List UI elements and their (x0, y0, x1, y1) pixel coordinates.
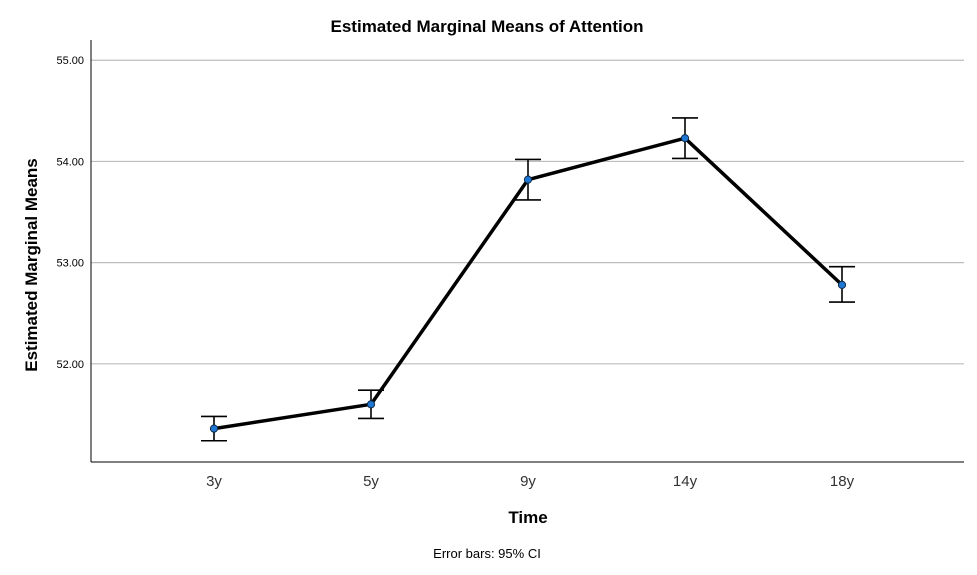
error-bars (201, 117, 855, 442)
data-point (366, 400, 376, 409)
x-tick-label: 9y (520, 473, 536, 490)
x-tick-labels: 3y 5y 9y 14y 18y (206, 473, 855, 490)
x-tick-label: 3y (206, 473, 222, 490)
y-tick-label: 53.00 (56, 258, 84, 270)
y-axis-title: Estimated Marginal Means (22, 158, 41, 372)
x-tick-label: 18y (830, 473, 855, 490)
chart-title: Estimated Marginal Means of Attention (331, 17, 644, 36)
data-points (209, 134, 847, 433)
x-tick-label: 14y (673, 473, 698, 490)
data-point (837, 280, 847, 290)
x-tick-label: 5y (363, 473, 379, 490)
y-tick-label: 52.00 (56, 359, 84, 371)
y-tick-labels: 52.00 53.00 54.00 55.00 (56, 55, 84, 371)
footnote: Error bars: 95% CI (433, 546, 541, 561)
y-tick-label: 54.00 (56, 156, 84, 168)
data-point (680, 134, 690, 143)
data-point (209, 424, 219, 433)
y-tick-label: 55.00 (56, 55, 84, 67)
gridlines (91, 59, 964, 365)
data-point (523, 175, 533, 184)
x-axis-title: Time (508, 508, 547, 527)
